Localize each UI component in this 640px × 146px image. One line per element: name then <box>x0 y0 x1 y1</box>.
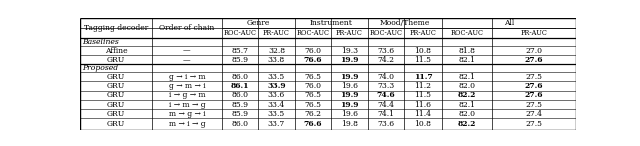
Text: 86.0: 86.0 <box>232 120 248 128</box>
Text: ROC-AUC: ROC-AUC <box>451 29 484 37</box>
Text: i → m → g: i → m → g <box>168 101 205 108</box>
Text: g → m → i: g → m → i <box>168 82 205 90</box>
Text: —: — <box>183 47 191 55</box>
Text: m → g → i: m → g → i <box>168 110 205 118</box>
Text: 76.6: 76.6 <box>303 56 322 64</box>
Text: 11.5: 11.5 <box>415 91 431 99</box>
Text: 11.4: 11.4 <box>415 110 431 118</box>
Text: 33.5: 33.5 <box>268 110 285 118</box>
Text: 73.6: 73.6 <box>377 47 394 55</box>
Text: 76.5: 76.5 <box>305 91 321 99</box>
Text: 11.6: 11.6 <box>415 101 431 108</box>
Text: 19.9: 19.9 <box>340 56 358 64</box>
Text: 74.6: 74.6 <box>376 91 395 99</box>
Text: 85.9: 85.9 <box>232 101 248 108</box>
Text: 76.0: 76.0 <box>305 82 321 90</box>
Text: Proposed: Proposed <box>83 64 118 72</box>
Text: i → g → m: i → g → m <box>168 91 205 99</box>
Text: 82.1: 82.1 <box>459 101 476 108</box>
Text: 76.5: 76.5 <box>305 101 321 108</box>
Text: 74.2: 74.2 <box>377 56 394 64</box>
Text: 11.2: 11.2 <box>415 82 431 90</box>
Text: GRU: GRU <box>107 82 125 90</box>
Text: 19.6: 19.6 <box>341 110 358 118</box>
Text: m → i → g: m → i → g <box>168 120 205 128</box>
Text: 19.9: 19.9 <box>340 101 358 108</box>
Text: 33.9: 33.9 <box>267 82 286 90</box>
Text: Order of chain: Order of chain <box>159 24 214 32</box>
Text: 27.5: 27.5 <box>525 120 543 128</box>
Text: 33.8: 33.8 <box>268 56 285 64</box>
Text: 82.1: 82.1 <box>459 56 476 64</box>
Text: —: — <box>183 56 191 64</box>
Text: PR-AUC: PR-AUC <box>410 29 436 37</box>
Text: 33.4: 33.4 <box>268 101 285 108</box>
Text: Affine: Affine <box>105 47 127 55</box>
Text: 81.8: 81.8 <box>459 47 476 55</box>
Text: GRU: GRU <box>107 73 125 81</box>
Text: GRU: GRU <box>107 91 125 99</box>
Text: 11.7: 11.7 <box>413 73 432 81</box>
Text: GRU: GRU <box>107 110 125 118</box>
Text: GRU: GRU <box>107 120 125 128</box>
Text: 73.3: 73.3 <box>377 82 394 90</box>
Text: 11.5: 11.5 <box>415 56 431 64</box>
Text: 85.7: 85.7 <box>232 47 248 55</box>
Text: 27.6: 27.6 <box>525 91 543 99</box>
Text: 76.2: 76.2 <box>305 110 321 118</box>
Text: 85.9: 85.9 <box>232 110 248 118</box>
Text: ROC-AUC: ROC-AUC <box>369 29 402 37</box>
Text: Genre: Genre <box>246 19 270 27</box>
Text: 27.5: 27.5 <box>525 101 543 108</box>
Text: 19.3: 19.3 <box>340 47 358 55</box>
Text: ROC-AUC: ROC-AUC <box>223 29 257 37</box>
Text: 10.8: 10.8 <box>415 120 431 128</box>
Text: 86.1: 86.1 <box>231 82 250 90</box>
Text: 86.0: 86.0 <box>232 91 248 99</box>
Text: Tagging decoder: Tagging decoder <box>84 24 148 32</box>
Text: 19.8: 19.8 <box>341 120 358 128</box>
Text: Instrument: Instrument <box>310 19 353 27</box>
Text: 85.9: 85.9 <box>232 56 248 64</box>
Text: 19.6: 19.6 <box>341 82 358 90</box>
Text: GRU: GRU <box>107 101 125 108</box>
Text: 76.6: 76.6 <box>303 120 322 128</box>
Text: Baselines: Baselines <box>83 38 119 46</box>
Text: 86.0: 86.0 <box>232 73 248 81</box>
Text: 74.1: 74.1 <box>377 110 394 118</box>
Text: PR-AUC: PR-AUC <box>521 29 548 37</box>
Text: 82.1: 82.1 <box>459 73 476 81</box>
Text: GRU: GRU <box>107 56 125 64</box>
Text: All: All <box>504 19 514 27</box>
Text: 27.6: 27.6 <box>525 56 543 64</box>
Text: 32.8: 32.8 <box>268 47 285 55</box>
Text: 74.4: 74.4 <box>377 101 394 108</box>
Text: g → i → m: g → i → m <box>168 73 205 81</box>
Text: Mood/Theme: Mood/Theme <box>380 19 430 27</box>
Text: 27.5: 27.5 <box>525 73 543 81</box>
Text: 33.6: 33.6 <box>268 91 285 99</box>
Text: 27.6: 27.6 <box>525 82 543 90</box>
Text: 27.4: 27.4 <box>525 110 543 118</box>
Text: 82.0: 82.0 <box>459 82 476 90</box>
Text: 76.5: 76.5 <box>305 73 321 81</box>
Text: PR-AUC: PR-AUC <box>263 29 290 37</box>
Text: ROC-AUC: ROC-AUC <box>296 29 330 37</box>
Text: 74.0: 74.0 <box>377 73 394 81</box>
Text: 19.9: 19.9 <box>340 91 358 99</box>
Text: 82.2: 82.2 <box>458 91 476 99</box>
Text: 27.0: 27.0 <box>525 47 543 55</box>
Text: 76.0: 76.0 <box>305 47 321 55</box>
Text: 82.2: 82.2 <box>458 120 476 128</box>
Text: 33.5: 33.5 <box>268 73 285 81</box>
Text: 73.6: 73.6 <box>377 120 394 128</box>
Text: 19.9: 19.9 <box>340 73 358 81</box>
Text: PR-AUC: PR-AUC <box>336 29 363 37</box>
Text: 10.8: 10.8 <box>415 47 431 55</box>
Text: 33.7: 33.7 <box>268 120 285 128</box>
Text: 82.0: 82.0 <box>459 110 476 118</box>
